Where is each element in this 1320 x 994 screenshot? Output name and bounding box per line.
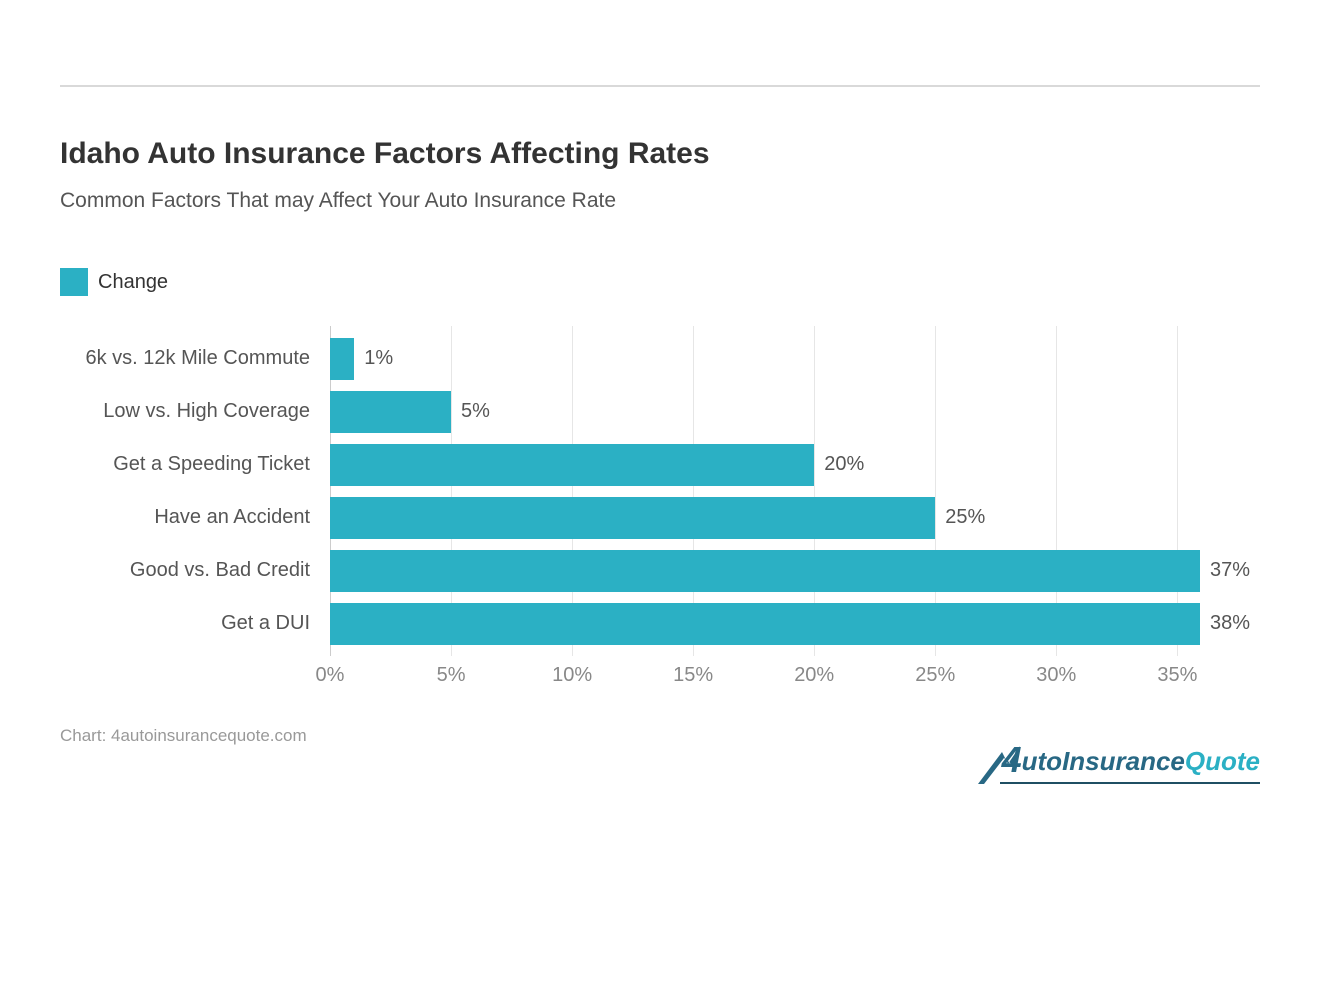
logo-underline <box>1000 782 1260 784</box>
chart-source: Chart: 4autoinsurancequote.com <box>60 726 307 746</box>
bar-value-label: 25% <box>945 506 985 529</box>
logo-text-auto: utoInsurance <box>1022 746 1185 776</box>
chart-title: Idaho Auto Insurance Factors Affecting R… <box>60 137 1260 171</box>
bar-row: 37% <box>330 550 1250 592</box>
x-tick-label: 5% <box>437 664 466 687</box>
x-tick-label: 30% <box>1036 664 1076 687</box>
bar-value-label: 20% <box>824 453 864 476</box>
y-axis-label: Get a DUI <box>60 603 320 645</box>
bar-row: 20% <box>330 444 1250 486</box>
bar-value-label: 1% <box>364 347 393 370</box>
y-axis-label: 6k vs. 12k Mile Commute <box>60 338 320 380</box>
bar <box>330 444 814 486</box>
legend-swatch <box>60 268 88 296</box>
logo-text-quote: Quote <box>1185 746 1260 776</box>
x-tick-label: 0% <box>316 664 345 687</box>
x-axis-ticks: 0%5%10%15%20%25%30%35% <box>330 656 1250 696</box>
y-axis-labels: 6k vs. 12k Mile Commute Low vs. High Cove… <box>60 326 320 656</box>
x-tick-label: 20% <box>794 664 834 687</box>
bar-value-label: 37% <box>1210 559 1250 582</box>
bar-row: 25% <box>330 497 1250 539</box>
bar <box>330 550 1200 592</box>
bars-container: 1% 5% 20% 25% 37% 38% <box>330 326 1250 656</box>
bar-row: 5% <box>330 391 1250 433</box>
bar <box>330 497 935 539</box>
chart-plot-area: 1%5%20%25%37%38% 0%5%10%15%20%25%30%35% <box>330 326 1250 696</box>
x-tick-label: 35% <box>1157 664 1197 687</box>
y-axis-label: Low vs. High Coverage <box>60 391 320 433</box>
legend: Change <box>60 268 1260 296</box>
x-tick-label: 10% <box>552 664 592 687</box>
bar-row: 38% <box>330 603 1250 645</box>
header-divider <box>60 85 1260 87</box>
bar-row: 1% <box>330 338 1250 380</box>
logo-text: 4utoInsuranceQuote <box>1002 739 1260 781</box>
logo-text-four: 4 <box>1002 739 1022 780</box>
bar <box>330 391 451 433</box>
bar <box>330 603 1200 645</box>
y-axis-label: Have an Accident <box>60 497 320 539</box>
bar <box>330 338 354 380</box>
bar-value-label: 38% <box>1210 612 1250 635</box>
brand-logo: 4utoInsuranceQuote <box>980 726 1260 786</box>
x-tick-label: 15% <box>673 664 713 687</box>
y-axis-label: Get a Speeding Ticket <box>60 444 320 486</box>
chart-subtitle: Common Factors That may Affect Your Auto… <box>60 189 1260 213</box>
legend-label: Change <box>98 271 168 294</box>
x-tick-label: 25% <box>915 664 955 687</box>
bar-value-label: 5% <box>461 400 490 423</box>
y-axis-label: Good vs. Bad Credit <box>60 550 320 592</box>
